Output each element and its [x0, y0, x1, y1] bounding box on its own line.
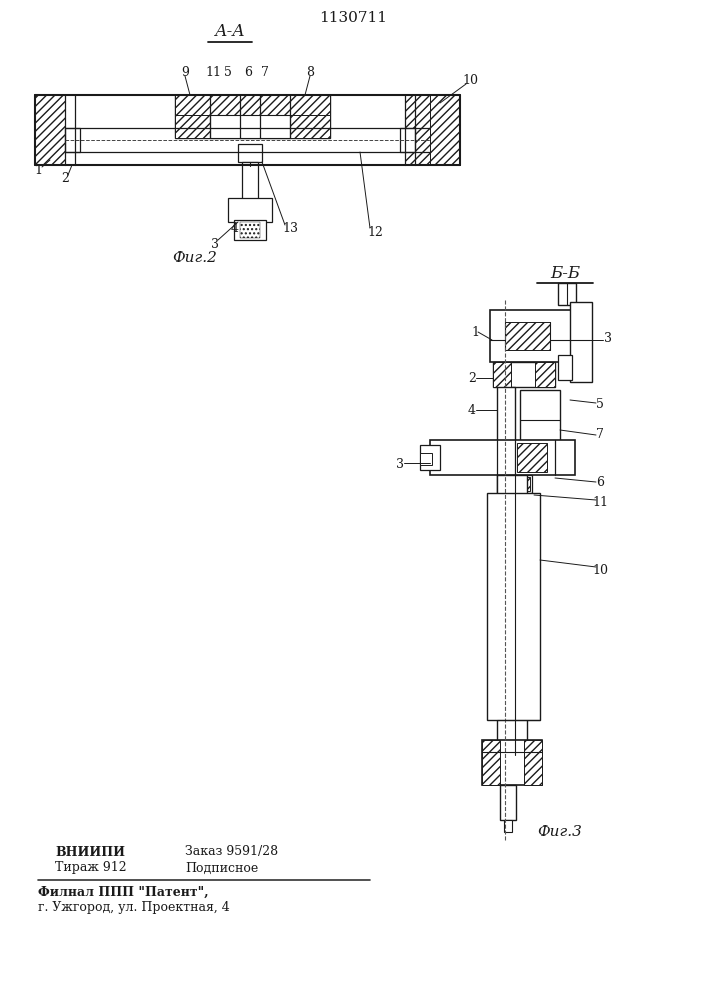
Bar — [35, 95, 65, 165]
Text: Филнал ППП "Патент",: Филнал ППП "Патент", — [38, 886, 209, 898]
Bar — [400, 128, 415, 152]
Bar — [234, 220, 266, 240]
Bar — [430, 440, 575, 475]
Bar — [558, 355, 572, 380]
Bar — [482, 740, 542, 785]
Text: 11: 11 — [205, 66, 221, 79]
Text: 5: 5 — [224, 66, 232, 79]
Text: 1130711: 1130711 — [319, 11, 387, 25]
Bar — [405, 95, 430, 165]
Bar — [290, 115, 330, 138]
Bar — [517, 443, 547, 472]
Bar — [493, 362, 511, 387]
Text: 1: 1 — [471, 326, 479, 338]
Bar — [175, 95, 330, 115]
Bar — [524, 740, 542, 785]
Bar — [420, 453, 432, 465]
Text: Б-Б: Б-Б — [550, 264, 580, 282]
Text: А-А: А-А — [214, 23, 245, 40]
Text: 7: 7 — [261, 66, 269, 79]
Bar — [487, 493, 540, 720]
Text: 10: 10 — [462, 74, 478, 87]
Bar — [505, 322, 550, 350]
Text: Фиг.2: Фиг.2 — [173, 251, 218, 265]
Bar — [508, 475, 532, 493]
Text: 4: 4 — [468, 403, 476, 416]
Bar — [490, 310, 590, 362]
Text: ВНИИПИ: ВНИИПИ — [55, 846, 125, 858]
Text: 9: 9 — [181, 66, 189, 79]
Bar — [510, 477, 530, 491]
Bar — [210, 115, 290, 138]
Bar — [242, 162, 258, 200]
Text: 13: 13 — [282, 223, 298, 235]
Text: 2: 2 — [61, 172, 69, 184]
Text: 5: 5 — [596, 397, 604, 410]
Bar — [482, 740, 500, 785]
Bar — [535, 362, 555, 387]
Text: Фиг.3: Фиг.3 — [537, 825, 583, 839]
Bar — [497, 475, 527, 755]
Bar — [430, 95, 460, 165]
Text: Тираж 912: Тираж 912 — [55, 861, 127, 874]
Text: 11: 11 — [592, 496, 608, 510]
Bar — [175, 115, 210, 138]
Text: 10: 10 — [592, 564, 608, 576]
Text: г. Ужгород, ул. Проектная, 4: г. Ужгород, ул. Проектная, 4 — [38, 902, 230, 914]
Bar — [497, 387, 515, 605]
Bar — [238, 144, 262, 162]
Text: 12: 12 — [367, 226, 383, 238]
Bar — [520, 390, 560, 457]
Bar — [493, 362, 555, 387]
Bar — [558, 283, 576, 305]
Bar — [570, 302, 592, 382]
Text: 7: 7 — [596, 428, 604, 442]
Bar — [228, 198, 272, 222]
Text: Заказ 9591/28: Заказ 9591/28 — [185, 846, 278, 858]
Bar — [65, 128, 80, 152]
Text: 4: 4 — [231, 223, 239, 235]
Text: 8: 8 — [306, 66, 314, 79]
Bar — [500, 785, 516, 820]
Text: 3: 3 — [604, 332, 612, 344]
Text: 3: 3 — [211, 237, 219, 250]
Bar — [175, 95, 330, 138]
Bar — [240, 222, 260, 238]
Bar — [420, 445, 440, 470]
Text: 3: 3 — [396, 458, 404, 472]
Text: Подписное: Подписное — [185, 861, 258, 874]
Text: 2: 2 — [468, 371, 476, 384]
Text: 1: 1 — [34, 163, 42, 176]
Bar — [504, 820, 512, 832]
Text: 6: 6 — [244, 66, 252, 79]
Text: 6: 6 — [596, 477, 604, 489]
